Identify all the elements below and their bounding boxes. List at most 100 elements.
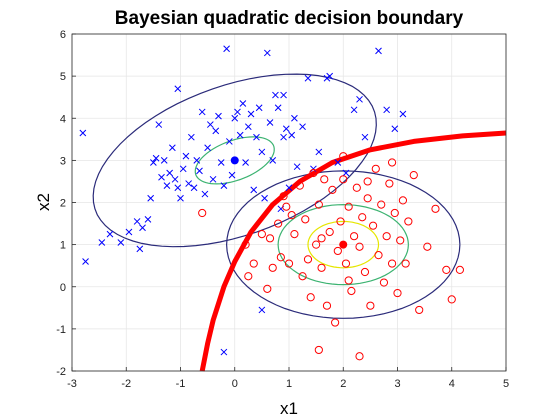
class2-point: [284, 259, 294, 268]
class1-point: [247, 110, 255, 118]
class1-point: [228, 171, 236, 179]
class2-point: [312, 240, 321, 249]
class1-point: [196, 167, 203, 175]
class1-point: [334, 159, 342, 166]
class2-point: [314, 345, 323, 355]
x-tick-label: 1: [286, 378, 292, 390]
class1-point: [117, 239, 125, 246]
class1-point: [147, 194, 155, 202]
class2-point: [396, 236, 405, 245]
class2-point: [317, 263, 326, 272]
class2-point: [374, 251, 383, 260]
class2-point: [303, 255, 313, 264]
class1-point: [217, 159, 225, 166]
y-tick-label: 4: [60, 113, 66, 125]
class1-point: [293, 163, 301, 171]
class2-point: [390, 208, 399, 218]
class1-point: [220, 182, 228, 190]
class2-point: [352, 183, 361, 192]
class1-point: [274, 104, 282, 112]
class1-point: [231, 114, 239, 122]
class1-point: [282, 125, 290, 133]
class2-point: [404, 217, 413, 226]
class1-point: [375, 47, 382, 55]
class2-point: [295, 181, 304, 190]
class2-points: [198, 152, 464, 361]
x-tick-label: 0: [232, 378, 238, 390]
class1-point: [266, 119, 274, 126]
class1-point: [106, 230, 114, 238]
class1-points: [79, 45, 407, 356]
class1-point: [326, 72, 334, 80]
class2-point: [301, 215, 310, 224]
class1-point: [225, 138, 233, 145]
class1-point: [239, 100, 247, 107]
class1-point: [253, 133, 260, 141]
class2-point: [336, 217, 345, 226]
y-tick-label: 6: [60, 29, 66, 41]
class2-point: [263, 284, 272, 293]
class1-point: [280, 133, 287, 141]
class2-point: [358, 213, 367, 222]
class2-point: [344, 202, 353, 211]
x-axis-label: x1: [280, 399, 298, 418]
class1-point: [152, 154, 160, 162]
class1-point: [158, 173, 165, 181]
class1-point: [236, 131, 244, 139]
class1-point: [285, 184, 293, 192]
decision-boundary: [199, 130, 507, 372]
class1-point: [391, 125, 399, 133]
x-tick-label: 3: [394, 378, 400, 390]
class1-point: [144, 215, 152, 223]
class2-point: [366, 301, 375, 310]
class2-point: [339, 152, 348, 161]
class1-point: [350, 106, 358, 114]
class1-point: [155, 121, 163, 128]
class1-point: [163, 182, 171, 190]
class1-point: [315, 148, 323, 156]
class1-point: [291, 114, 298, 122]
class2-point: [401, 259, 410, 268]
contour-class2-inner: [307, 220, 380, 269]
class1-point: [190, 184, 198, 192]
class2-point: [355, 242, 364, 251]
boundary-curve: [199, 130, 507, 372]
class2-point: [339, 175, 348, 184]
class2-point: [276, 253, 285, 262]
class1-point: [187, 133, 195, 141]
y-tick-label: 1: [60, 240, 66, 252]
class2-point: [290, 229, 299, 239]
class1-point: [356, 95, 363, 103]
y-axis-label: x2: [34, 193, 53, 211]
class2-point: [341, 259, 351, 268]
contour-class1-outer: [92, 73, 377, 248]
class1-point: [244, 123, 252, 131]
class2-point: [249, 259, 258, 268]
y-tick-label: 2: [60, 198, 66, 210]
class2-point: [198, 208, 207, 218]
class2-point: [268, 263, 277, 272]
class2-point: [377, 200, 386, 209]
x-tick-label: -3: [67, 378, 77, 390]
class1-point: [206, 121, 214, 128]
class1-point: [160, 157, 168, 164]
class2-point: [387, 158, 397, 167]
class1-point: [361, 133, 369, 141]
class2-point: [298, 272, 307, 281]
y-tick-label: 5: [60, 71, 66, 83]
class2-point: [309, 168, 318, 178]
class2-point: [257, 229, 266, 239]
class1-point: [288, 131, 296, 139]
class2-point: [320, 175, 329, 184]
class1-point: [204, 144, 211, 152]
class1-point: [242, 159, 249, 166]
class2-point: [431, 204, 440, 213]
class2-point: [322, 301, 332, 310]
class2-point: [371, 164, 380, 173]
class2-point: [423, 242, 432, 251]
class2-point: [274, 219, 283, 228]
class1-point: [177, 194, 184, 202]
class2-point: [447, 295, 456, 304]
class1-point: [136, 245, 144, 253]
class1-point: [258, 148, 266, 156]
